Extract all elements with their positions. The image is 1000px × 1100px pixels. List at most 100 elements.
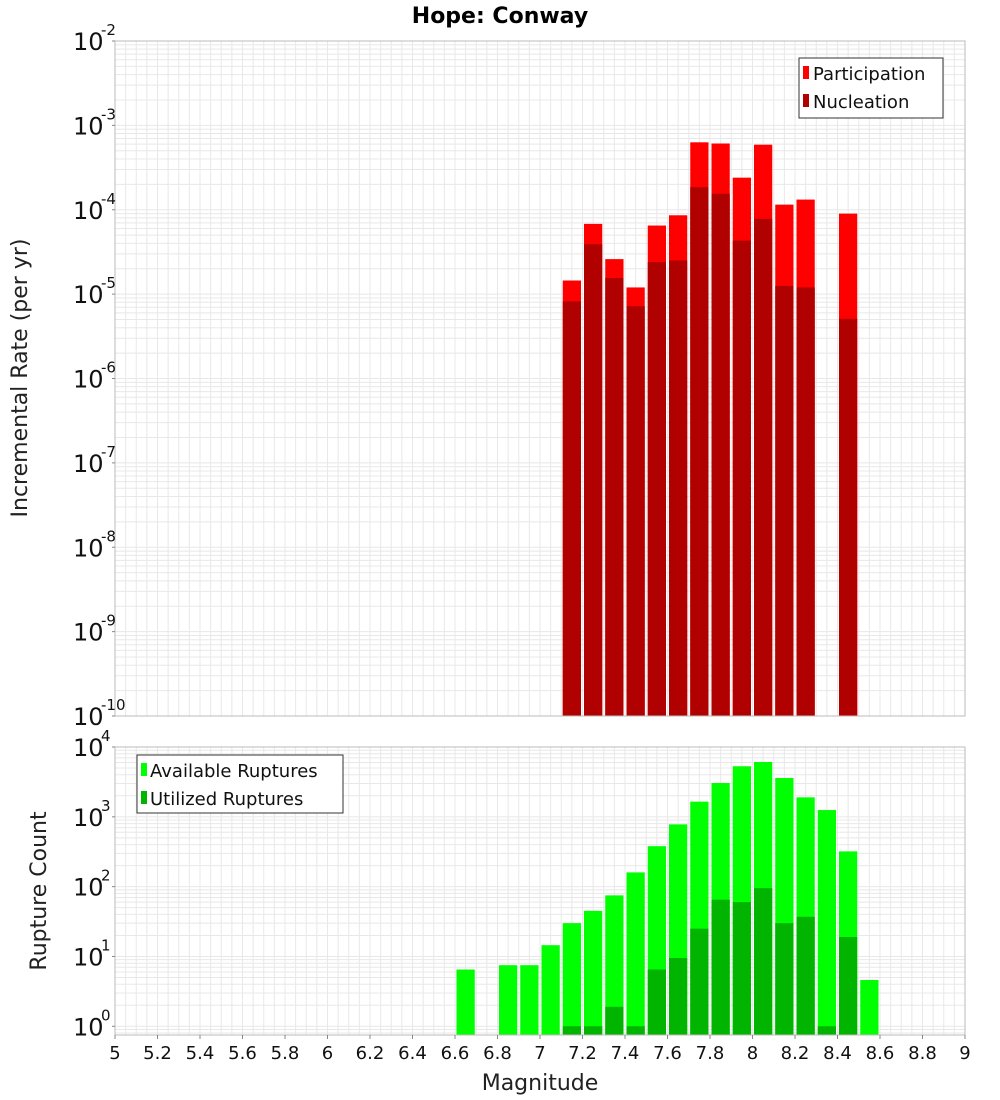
utilized-ruptures-bar	[732, 902, 751, 1035]
y-tick-exponent: -6	[101, 359, 116, 377]
y-tick-exponent: 2	[101, 867, 111, 885]
available-ruptures-bar	[499, 965, 518, 1035]
utilized-ruptures-bar	[584, 1026, 603, 1035]
nucleation-bar	[584, 244, 603, 717]
y-tick-exponent: -3	[101, 105, 116, 123]
y-tick-exponent: 4	[101, 727, 111, 745]
y-tick-exponent: 0	[101, 1006, 111, 1024]
utilized-ruptures-bar	[796, 916, 815, 1035]
available-ruptures-bar	[541, 945, 560, 1035]
utilized-ruptures-bar	[605, 1006, 624, 1035]
y-tick-label: 10	[73, 943, 104, 971]
y-tick-exponent: -7	[101, 443, 116, 461]
x-tick-label: 6.6	[441, 1043, 470, 1064]
rate-bars	[562, 142, 858, 717]
nucleation-bar	[605, 278, 624, 716]
y-tick-label: 10	[73, 112, 104, 140]
available-ruptures-bar	[520, 965, 539, 1035]
utilized-ruptures-bar	[626, 1026, 645, 1035]
x-tick-label: 9	[959, 1043, 970, 1064]
nucleation-bar	[562, 301, 581, 716]
nucleation-bar	[796, 287, 815, 716]
utilized-ruptures-bar	[817, 1026, 836, 1035]
available-legend-label: Available Ruptures	[150, 761, 318, 782]
nucleation-bar	[669, 260, 688, 716]
rate-y-axis-label: Incremental Rate (per yr)	[8, 239, 33, 518]
y-tick-label: 10	[73, 28, 104, 56]
y-tick-exponent: -2	[101, 21, 116, 39]
rate-legend-box	[798, 57, 944, 119]
x-tick-label: 5.6	[228, 1043, 257, 1064]
nucleation-bar	[775, 285, 794, 716]
nucleation-bar	[647, 262, 666, 716]
x-tick-label: 5	[109, 1043, 120, 1064]
available-ruptures-bar	[605, 895, 624, 1035]
x-tick-label: 7	[534, 1043, 545, 1064]
participation-swatch	[803, 66, 809, 79]
y-tick-exponent: -9	[101, 612, 116, 630]
rate-legend: Participation Nucleation	[798, 57, 944, 119]
x-tick-label: 7.6	[653, 1043, 682, 1064]
x-tick-label: 6	[322, 1043, 333, 1064]
nucleation-bar	[626, 306, 645, 716]
utilized-ruptures-bar	[775, 923, 794, 1035]
y-tick-label: 10	[73, 804, 104, 832]
x-tick-label: 5.8	[271, 1043, 300, 1064]
utilized-ruptures-bar	[647, 969, 666, 1035]
available-swatch	[141, 763, 147, 776]
available-ruptures-bar	[456, 969, 475, 1035]
y-tick-label: 10	[73, 703, 104, 731]
magnitude-x-ticks: 5 5.2 5.4 5.6 5.8 6 6.2 6.4 6.6 6.8 7 7.2 7.4 7.6 7.8 8…	[109, 1035, 971, 1064]
nucleation-bar	[732, 240, 751, 717]
utilized-swatch	[141, 791, 147, 804]
y-tick-label: 10	[73, 874, 104, 902]
x-tick-label: 8.4	[823, 1043, 852, 1064]
y-tick-label: 10	[73, 450, 104, 478]
y-tick-exponent: -4	[101, 190, 116, 208]
participation-legend-label: Participation	[813, 64, 925, 85]
available-ruptures-bar	[626, 872, 645, 1035]
rupture-legend-box	[136, 754, 344, 814]
available-ruptures-bar	[584, 910, 603, 1035]
nucleation-bar	[754, 218, 773, 716]
available-ruptures-bar	[860, 980, 879, 1035]
rate-grid	[114, 41, 966, 717]
utilized-ruptures-bar	[669, 958, 688, 1035]
x-tick-label: 6.4	[398, 1043, 427, 1064]
x-tick-label: 8.2	[781, 1043, 810, 1064]
y-tick-exponent: -5	[101, 274, 116, 292]
y-tick-label: 10	[73, 1013, 104, 1041]
x-tick-label: 7.2	[568, 1043, 597, 1064]
x-tick-label: 8.6	[866, 1043, 895, 1064]
x-tick-label: 8.8	[908, 1043, 937, 1064]
chart-title: Hope: Conway	[412, 4, 588, 29]
nucleation-bar	[690, 187, 709, 716]
nucleation-bar	[839, 318, 858, 716]
x-tick-label: 6.8	[483, 1043, 512, 1064]
rupture-count-bars	[456, 761, 879, 1035]
utilized-ruptures-bar	[562, 1026, 581, 1035]
rupture-count-y-axis-label: Rupture Count	[27, 811, 52, 971]
available-ruptures-bar	[817, 810, 836, 1035]
y-tick-exponent: 3	[101, 797, 111, 815]
nucleation-bar	[711, 193, 730, 716]
y-tick-label: 10	[73, 366, 104, 394]
utilized-ruptures-bar	[711, 899, 730, 1035]
y-tick-label: 10	[73, 534, 104, 562]
nucleation-legend-label: Nucleation	[813, 92, 909, 113]
y-tick-label: 10	[73, 619, 104, 647]
y-tick-label: 10	[73, 197, 104, 225]
utilized-legend-label: Utilized Ruptures	[150, 789, 303, 810]
x-tick-label: 7.8	[696, 1043, 725, 1064]
y-tick-label: 10	[73, 734, 104, 762]
utilized-ruptures-bar	[839, 936, 858, 1035]
utilized-ruptures-bar	[690, 928, 709, 1035]
y-tick-exponent: 1	[101, 936, 111, 954]
y-tick-label: 10	[73, 281, 104, 309]
y-tick-exponent: -8	[101, 527, 116, 545]
x-tick-label: 5.4	[186, 1043, 215, 1064]
